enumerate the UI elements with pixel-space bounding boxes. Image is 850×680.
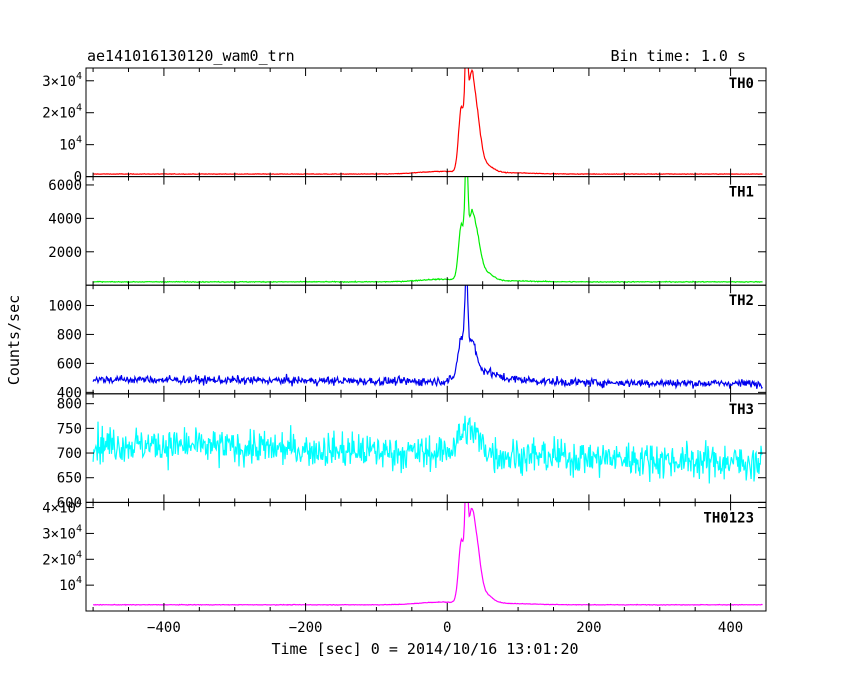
panel-frame: [85, 67, 767, 178]
series-line-th2: [92, 285, 763, 390]
panel-label-th2: TH2: [729, 293, 754, 309]
y-tick-label: 700: [57, 446, 82, 462]
series-line-th0: [93, 68, 763, 176]
x-axis-label: Time [sec] 0 = 2014/10/16 13:01:20: [271, 640, 578, 658]
y-tick-label: 2×104: [42, 103, 82, 122]
panel-th2: 400 600 800 1000 TH2: [48, 284, 767, 401]
series-line-th3: [92, 415, 763, 484]
y-tick-label: 600: [57, 495, 82, 511]
panel-th0123: 104 2×104 3×104 4×104 TH0123: [42, 498, 767, 612]
panel-th3: 600 650 700 750 800 TH3: [57, 393, 767, 511]
panel-label-th1: TH1: [729, 185, 754, 201]
y-tick-label: 4000: [48, 211, 82, 227]
x-tick-label: 400: [718, 620, 743, 636]
chart-title: ae141016130120_wam0_trn: [87, 47, 295, 65]
y-tick-label: 800: [57, 327, 82, 343]
series-line-th1: [92, 176, 763, 284]
x-tick-label: −200: [289, 620, 323, 636]
y-tick-label: 3×104: [42, 523, 82, 542]
y-tick-label: 600: [57, 356, 82, 372]
y-tick-label: 2000: [48, 245, 82, 261]
y-tick-label: 104: [59, 575, 82, 594]
y-tick-label: 1000: [48, 298, 82, 314]
y-tick-label: 800: [57, 397, 82, 413]
x-tick-label: 200: [576, 620, 601, 636]
y-tick-label: 3×104: [42, 71, 82, 90]
panel-frame: [85, 176, 767, 286]
series-line-th0123: [92, 502, 763, 606]
x-tick-label: −400: [147, 620, 181, 636]
bin-time-label: Bin time: 1.0 s: [611, 47, 746, 65]
y-tick-label: 400: [57, 385, 82, 401]
panel-label-th3: TH3: [729, 402, 754, 418]
y-tick-label: 750: [57, 421, 82, 437]
y-tick-label: 104: [59, 135, 82, 154]
y-tick-label: 4×104: [42, 498, 82, 517]
y-tick-label: 650: [57, 471, 82, 487]
y-tick-label: 0: [74, 170, 82, 186]
y-tick-label: 2×104: [42, 549, 82, 568]
y-axis-label: Counts/sec: [5, 295, 23, 385]
x-tick-label: 0: [443, 620, 451, 636]
panel-frame: [85, 501, 767, 612]
panel-label-th0123: TH0123: [703, 510, 754, 526]
panel-th1: 2000 4000 6000 TH1: [48, 176, 767, 286]
y-tick-label: 6000: [48, 178, 82, 194]
panel-label-th0: TH0: [729, 76, 754, 92]
